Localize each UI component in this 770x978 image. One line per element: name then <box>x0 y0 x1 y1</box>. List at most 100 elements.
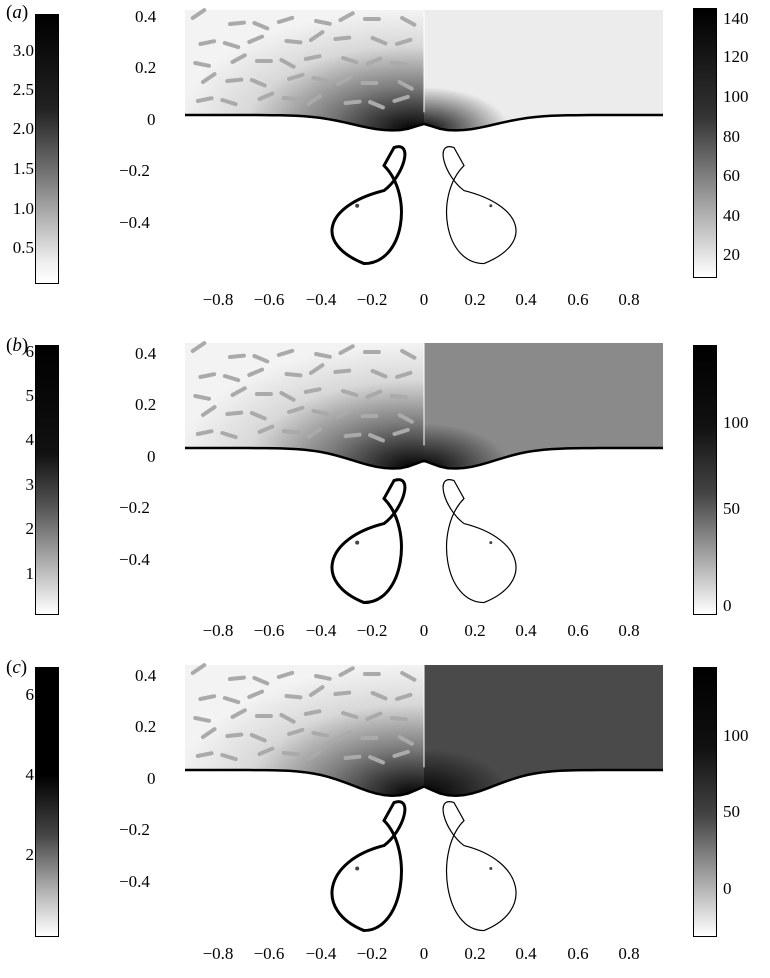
x-axis-tick: −0.8 <box>202 621 234 640</box>
vortex-center-right <box>489 867 493 871</box>
velocity-arrow <box>370 369 388 379</box>
velocity-arrow <box>279 391 296 402</box>
x-axis-tick: −0.4 <box>305 290 337 309</box>
y-axis-tick: −0.4 <box>119 550 150 569</box>
velocity-arrow <box>249 78 267 88</box>
left-colorbar-tick: 0.5 <box>12 238 34 257</box>
velocity-arrow <box>276 15 295 24</box>
vortex-center-left <box>355 866 360 871</box>
velocity-arrow <box>311 76 330 83</box>
velocity-arrow <box>365 56 383 66</box>
velocity-arrow <box>247 367 265 377</box>
y-axis-tick: −0.4 <box>119 872 150 891</box>
left-colorbar-tick: 4 <box>25 430 35 449</box>
panel-b: (b) 6 5 4 3 2 1 0.4 0.2 0 −0.2 −0.4 100 … <box>0 333 770 656</box>
flow-field-plot <box>185 8 663 266</box>
velocity-arrow <box>314 674 332 681</box>
velocity-arrow <box>343 754 362 760</box>
velocity-arrow <box>392 94 410 103</box>
y-axis-tick: 0 <box>147 447 156 466</box>
x-axis-tick: 0 <box>419 290 429 309</box>
velocity-arrow <box>308 685 325 697</box>
panel-label: (c) <box>6 657 28 678</box>
vortex-center-left <box>355 540 360 545</box>
velocity-arrow <box>230 53 247 64</box>
x-axis-tick: 0.2 <box>464 290 486 309</box>
velocity-arrow <box>257 91 275 101</box>
velocity-arrow <box>257 746 275 756</box>
y-axis-tick: 0.2 <box>135 58 157 77</box>
velocity-arrow <box>308 363 325 375</box>
left-field-region <box>185 343 424 469</box>
velocity-arrow <box>287 727 305 736</box>
velocity-arrow <box>247 689 265 699</box>
x-axis-tick: 0.4 <box>515 621 537 640</box>
x-axis-tick: 0.4 <box>515 290 537 309</box>
velocity-arrow <box>400 16 417 27</box>
velocity-arrow <box>225 410 244 416</box>
velocity-arrow <box>397 413 414 424</box>
velocity-arrow <box>306 94 322 106</box>
left-colorbar-tick: 3.0 <box>12 41 34 60</box>
left-colorbar-tick: 2 <box>25 845 35 864</box>
velocity-arrow <box>227 675 246 681</box>
vortex-center-right <box>489 541 493 545</box>
vortex-contour-right <box>442 479 517 604</box>
y-axis-tick: 0.4 <box>135 344 157 363</box>
velocity-arrow <box>395 370 413 379</box>
velocity-arrow <box>335 75 353 86</box>
left-colorbar-tick: 6 <box>25 685 35 704</box>
y-axis-tick: −0.2 <box>119 498 150 517</box>
velocity-arrow <box>195 429 214 436</box>
velocity-arrow <box>198 694 217 701</box>
velocity-arrow <box>365 711 383 721</box>
right-colorbar-tick: 20 <box>723 245 740 264</box>
right-colorbar-tick: 80 <box>723 127 740 146</box>
velocity-arrow <box>222 374 241 383</box>
right-colorbar-tick: 50 <box>723 499 740 518</box>
y-axis-tick: 0.2 <box>135 395 157 414</box>
x-axis-tick: 0.6 <box>567 621 589 640</box>
panel-label: (b) <box>6 335 29 356</box>
left-colorbar <box>35 667 59 937</box>
vortex-contour-right <box>442 146 517 265</box>
x-axis-tick: 0 <box>419 621 429 640</box>
velocity-arrow <box>198 39 217 46</box>
panel-label: (a) <box>6 2 29 23</box>
right-colorbar-tick: 100 <box>723 726 749 745</box>
velocity-arrow <box>279 713 296 724</box>
right-colorbar-tick: 0 <box>723 596 732 615</box>
velocity-arrow <box>230 386 247 397</box>
velocity-arrow <box>303 709 322 716</box>
y-axis-tick: 0 <box>147 769 156 788</box>
right-colorbar <box>693 8 717 278</box>
velocity-arrow <box>222 696 241 705</box>
velocity-arrow <box>281 429 300 435</box>
velocity-arrow <box>341 56 359 65</box>
y-axis-tick: −0.4 <box>119 213 150 232</box>
velocity-arrow <box>395 692 413 701</box>
velocity-arrow <box>333 35 352 41</box>
velocity-arrow <box>389 394 408 400</box>
velocity-arrow <box>284 39 303 45</box>
velocity-arrow <box>227 353 246 359</box>
right-field-region <box>424 10 663 131</box>
velocity-arrow <box>400 349 417 360</box>
velocity-arrow <box>195 751 214 758</box>
right-field-region <box>424 343 663 469</box>
velocity-arrow <box>333 690 352 696</box>
velocity-arrow <box>247 34 265 44</box>
velocity-arrow <box>370 36 388 46</box>
velocity-arrow <box>227 20 246 26</box>
x-axis-tick: 0.2 <box>464 944 486 963</box>
x-axis-tick: −0.6 <box>253 290 285 309</box>
left-colorbar-tick: 1.5 <box>12 159 34 178</box>
velocity-arrow <box>314 19 332 26</box>
velocity-arrow <box>306 749 322 761</box>
velocity-arrow <box>276 670 295 679</box>
velocity-arrow <box>368 100 385 110</box>
velocity-arrow <box>276 348 295 357</box>
vortex-contour-left <box>330 800 407 933</box>
left-field-region <box>185 665 424 796</box>
x-axis-tick: −0.8 <box>202 290 234 309</box>
